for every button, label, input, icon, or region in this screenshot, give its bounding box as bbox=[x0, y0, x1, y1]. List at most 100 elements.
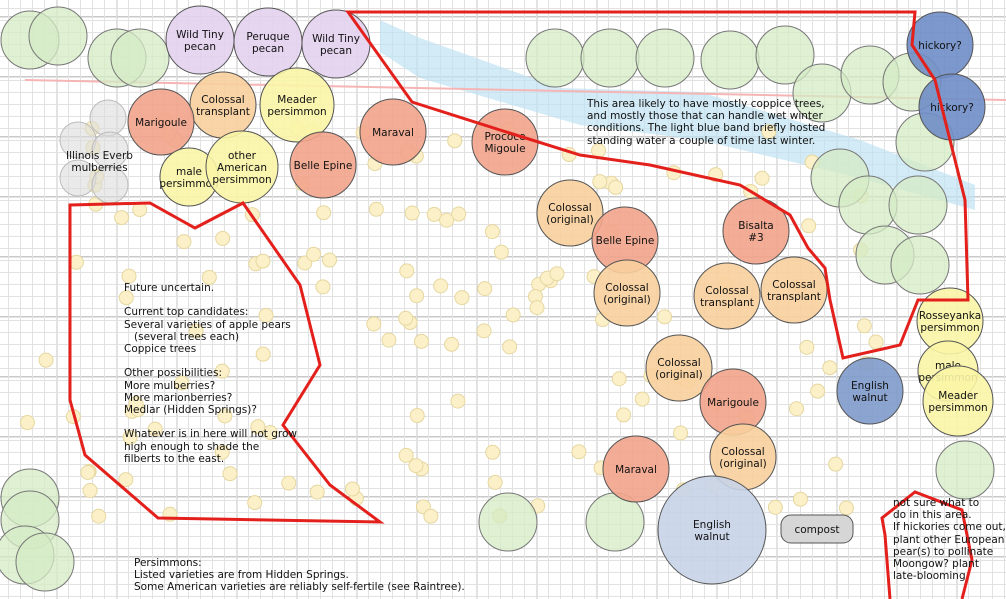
tree-hickory: hickory? bbox=[918, 73, 986, 141]
filbert-dot bbox=[611, 371, 627, 387]
filbert-dot bbox=[592, 174, 608, 190]
filbert-dot bbox=[315, 279, 331, 295]
tree-label: Wild Tiny bbox=[176, 29, 224, 41]
tree-label: walnut bbox=[852, 392, 887, 404]
tree-label: Colossal bbox=[548, 202, 591, 214]
tree-label: (original) bbox=[719, 458, 766, 470]
filbert-dot bbox=[281, 475, 297, 491]
filbert-dot bbox=[247, 495, 263, 511]
filbert-dot bbox=[188, 323, 204, 339]
tree-label: Belle Epine bbox=[294, 160, 353, 172]
tree-label: Maraval bbox=[372, 127, 414, 139]
tree-circle bbox=[722, 197, 790, 265]
tree-label: transplant bbox=[196, 106, 250, 118]
filbert-dot bbox=[82, 482, 98, 498]
mulberry-bush bbox=[89, 99, 127, 137]
filbert-dot bbox=[68, 254, 84, 270]
tree-label: Colossal bbox=[657, 357, 700, 369]
tree-chestnut: Belle Epine bbox=[289, 131, 357, 199]
mulberry-group bbox=[59, 99, 129, 204]
existing-tree bbox=[755, 25, 815, 85]
compost-label: compost bbox=[794, 524, 839, 536]
tree-label: male bbox=[176, 166, 202, 178]
tree-circle bbox=[359, 98, 427, 166]
tree-chestnut: Maraval bbox=[602, 435, 670, 503]
filbert-dot bbox=[258, 307, 274, 323]
filbert-dot bbox=[657, 309, 673, 325]
filbert-dot bbox=[114, 210, 130, 226]
not-sure-area-boundary bbox=[880, 490, 974, 599]
tree-label: pecan bbox=[320, 45, 352, 57]
tree-label: walnut bbox=[694, 531, 729, 543]
tree-label: transplant bbox=[700, 297, 754, 309]
filbert-dot bbox=[255, 253, 271, 269]
tree-label: Peruque bbox=[246, 31, 289, 43]
filbert-dot bbox=[423, 508, 439, 524]
filbert-dot bbox=[368, 201, 384, 217]
filbert-dot bbox=[761, 124, 777, 140]
existing-tree bbox=[28, 6, 88, 66]
filbert-dot bbox=[451, 206, 467, 222]
existing-tree bbox=[890, 235, 950, 295]
tree-label: (original) bbox=[546, 214, 593, 226]
tree-label: transplant bbox=[767, 291, 821, 303]
filbert-dot bbox=[217, 408, 233, 424]
filbert-dot bbox=[868, 334, 884, 350]
tree-chestnut: Marigoule bbox=[127, 88, 195, 156]
tree-label: Colossal bbox=[772, 279, 815, 291]
filbert-dot bbox=[493, 244, 509, 260]
filbert-dot bbox=[122, 429, 138, 445]
existing-tree bbox=[525, 28, 585, 88]
tree-circle bbox=[836, 357, 904, 425]
existing-tree bbox=[888, 175, 948, 235]
tree-circle bbox=[918, 73, 986, 141]
tree-label: English bbox=[693, 519, 731, 531]
wet-area-note: This area likely to have mostly coppice … bbox=[587, 98, 826, 147]
tree-circle bbox=[289, 131, 357, 199]
filbert-dot bbox=[176, 234, 192, 250]
tree-label: Bisalta bbox=[738, 220, 774, 232]
filbert-dot bbox=[80, 464, 96, 480]
tree-circle bbox=[127, 88, 195, 156]
existing-tree bbox=[15, 532, 75, 592]
filbert-dot bbox=[838, 500, 854, 516]
filbert-dot bbox=[398, 447, 414, 463]
compost-button: compost bbox=[780, 514, 854, 544]
filbert-dot bbox=[450, 393, 466, 409]
future-area-note: Future uncertain. Current top candidates… bbox=[124, 282, 297, 465]
filbert-dot bbox=[754, 170, 770, 186]
tree-label: Colossal bbox=[721, 446, 764, 458]
tree-label: Colossal bbox=[201, 94, 244, 106]
filbert-dot bbox=[634, 391, 650, 407]
wet-area-boundary bbox=[345, 10, 970, 360]
existing-tree bbox=[838, 175, 898, 235]
existing-trees bbox=[0, 6, 995, 592]
filbert-dot bbox=[616, 407, 632, 423]
filbert-dot bbox=[215, 230, 231, 246]
filbert-dot bbox=[810, 383, 826, 399]
filbert-dot bbox=[477, 281, 493, 297]
filbert-dot bbox=[444, 336, 460, 352]
filbert-dot bbox=[91, 508, 107, 524]
tree-circle bbox=[922, 365, 994, 437]
filbert-dot bbox=[118, 472, 134, 488]
not-sure-note: not sure what to do in this area. If hic… bbox=[893, 497, 1006, 583]
filbert-dot bbox=[799, 339, 815, 355]
filbert-dot bbox=[366, 316, 382, 332]
tree-colossal: Colossal(original) bbox=[593, 259, 661, 327]
filbert-dot bbox=[433, 278, 449, 294]
tree-label: Rosseyanka bbox=[919, 310, 981, 322]
mulberries-label-line: Illinois Everb bbox=[66, 150, 133, 162]
tree-hickory: hickory? bbox=[906, 11, 974, 79]
filbert-dot bbox=[262, 425, 278, 441]
filbert-dot bbox=[321, 252, 337, 268]
tree-colossal: Colossal(original) bbox=[709, 423, 777, 491]
filbert-dot bbox=[399, 263, 415, 279]
